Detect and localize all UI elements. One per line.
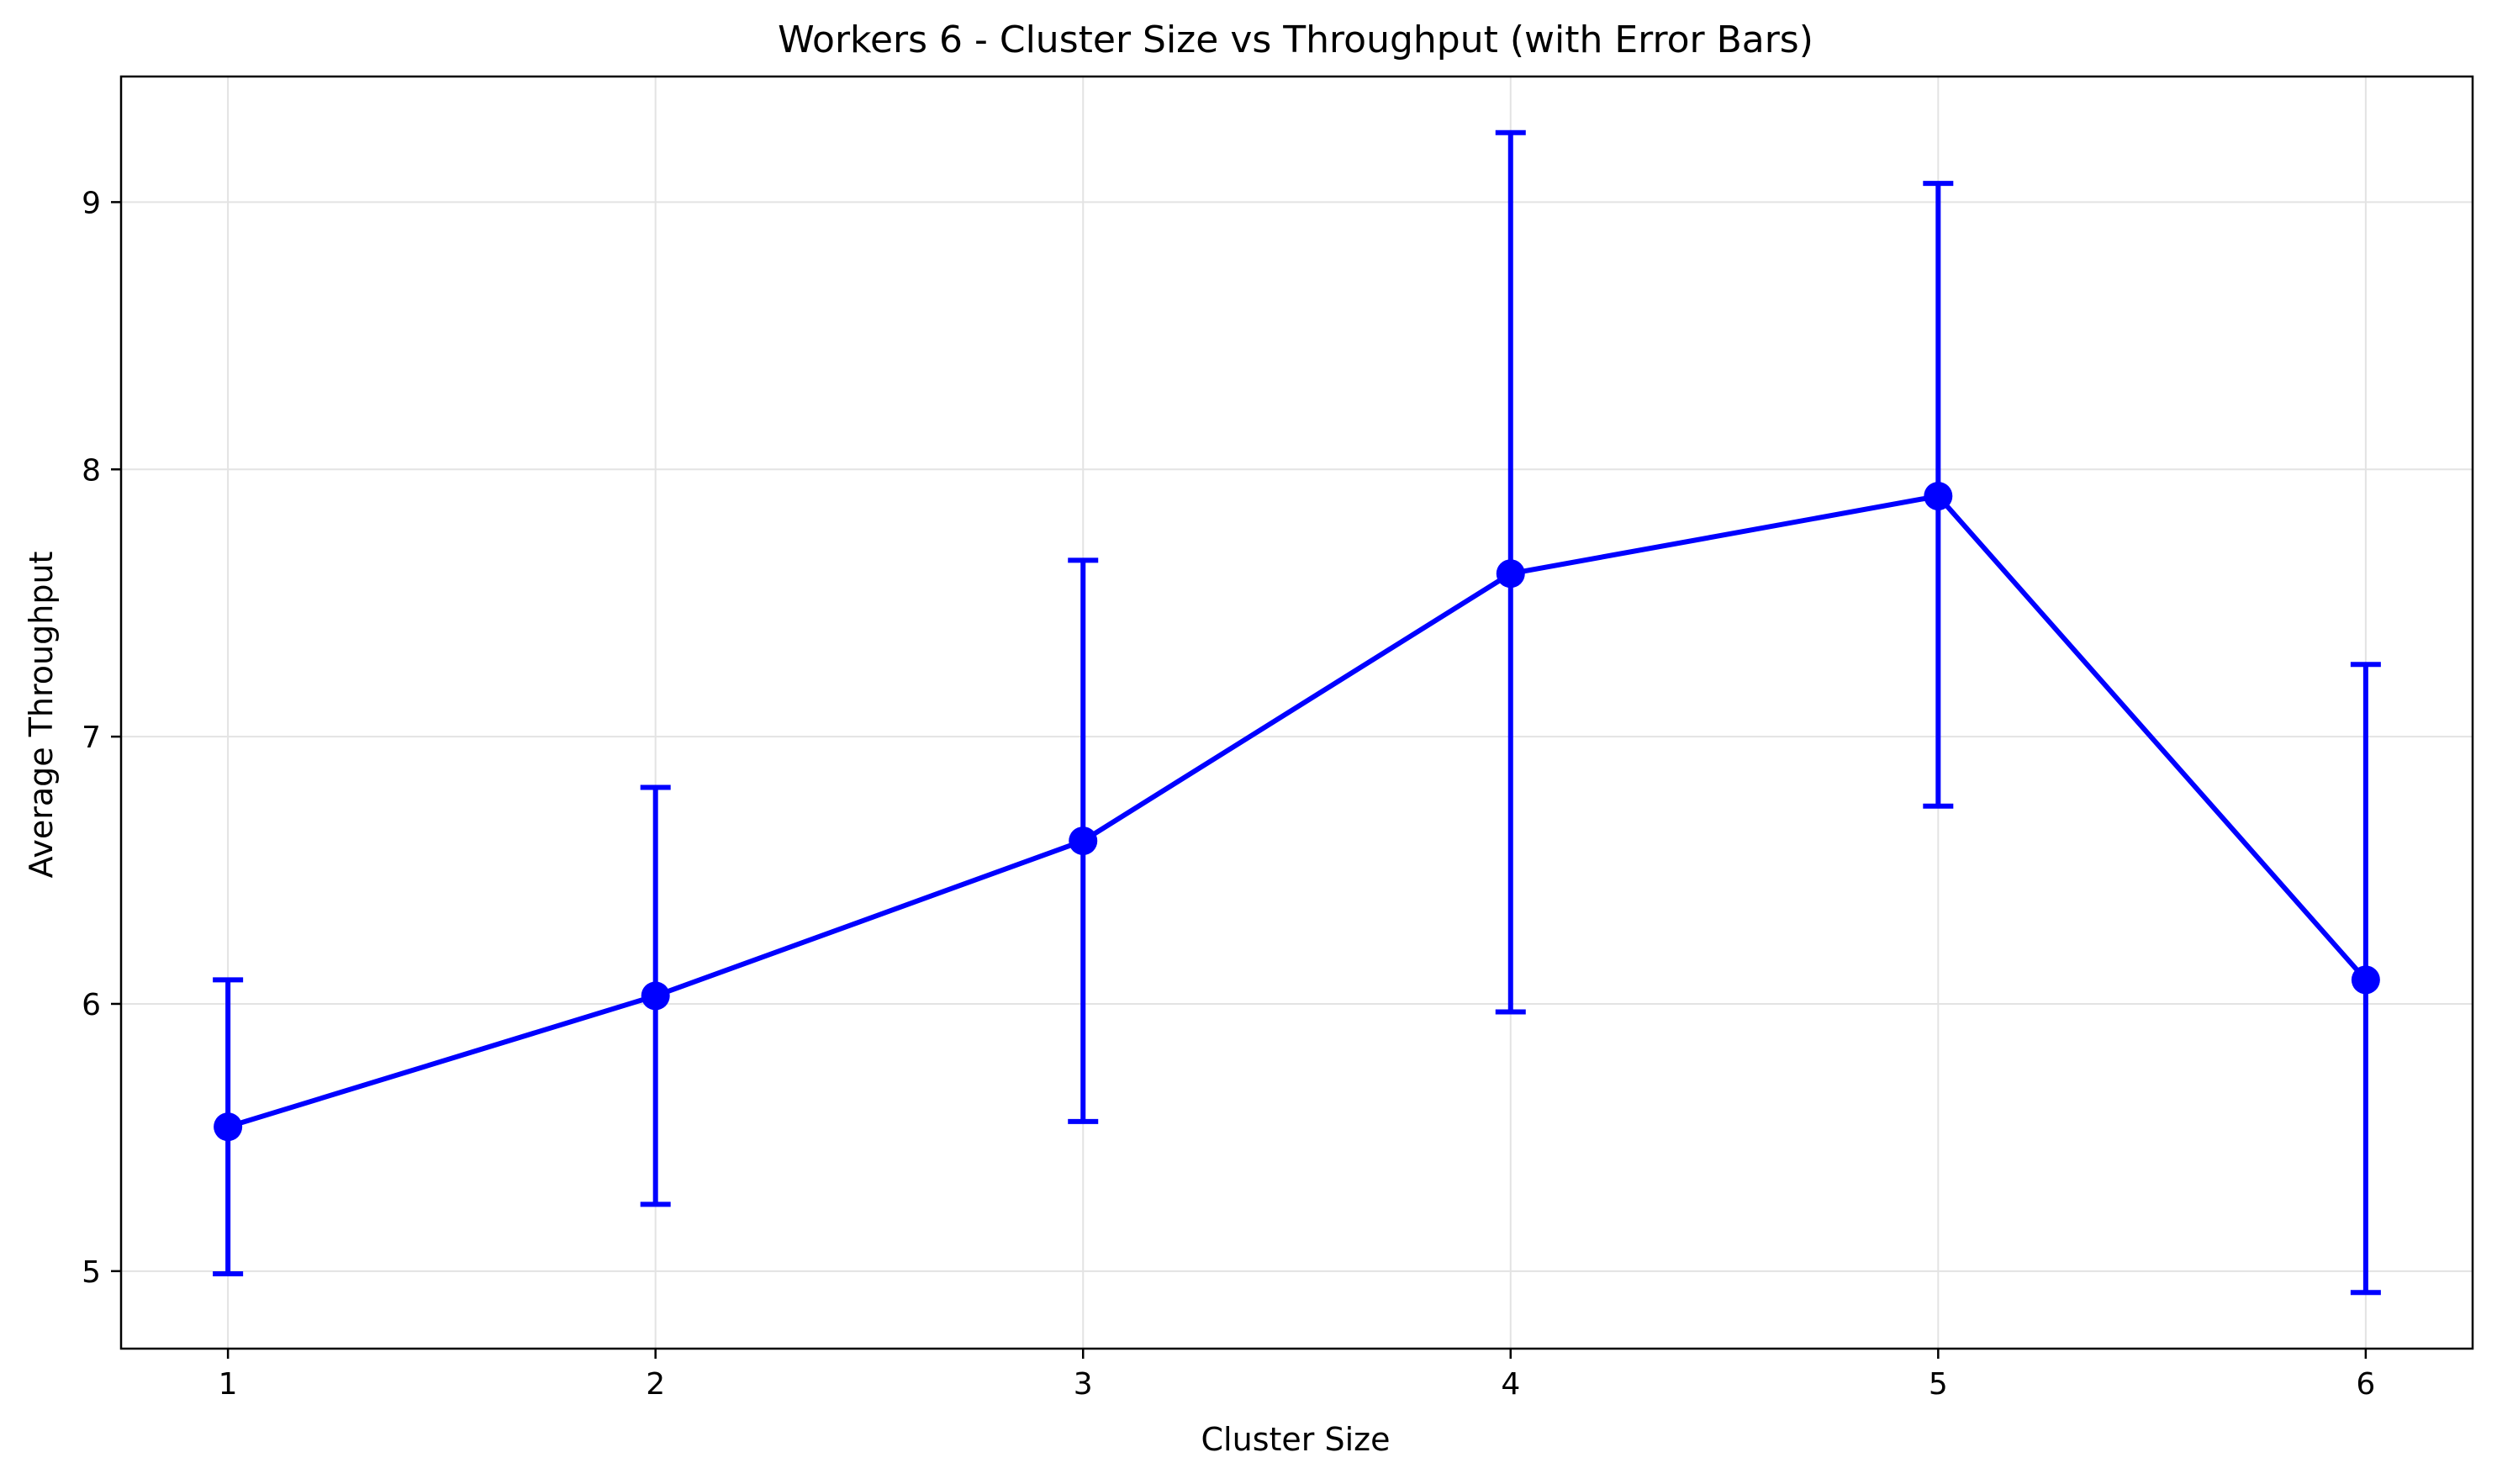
x-tick-label: 6 (2356, 1367, 2375, 1402)
y-axis-label: Average Throughput (23, 552, 60, 879)
y-tick-label: 6 (82, 988, 101, 1022)
series-layer (213, 129, 2381, 1296)
x-axis-label: Cluster Size (1201, 1421, 1391, 1458)
x-tick-label: 5 (1929, 1367, 1948, 1402)
x-tick-label: 3 (1074, 1367, 1093, 1402)
series-line (227, 494, 2368, 1130)
x-tick-label: 2 (646, 1367, 665, 1402)
y-tick-label: 8 (82, 453, 101, 488)
plot-frame (119, 75, 2474, 1350)
data-point (1069, 826, 1098, 856)
x-tick-label: 4 (1501, 1367, 1520, 1402)
data-point (1924, 482, 1953, 511)
data-point (641, 981, 670, 1011)
x-tick-label: 1 (219, 1367, 238, 1402)
chart-title: Workers 6 - Cluster Size vs Throughput (… (778, 18, 1813, 61)
ticks-layer: 1 2 3 4 5 6 5 6 7 8 9 (82, 186, 2375, 1402)
y-tick-label: 5 (82, 1255, 101, 1290)
data-point (2351, 965, 2380, 995)
data-point (1496, 559, 1525, 589)
y-tick-label: 7 (82, 721, 101, 755)
data-point (214, 1112, 243, 1142)
y-tick-label: 9 (82, 186, 101, 220)
